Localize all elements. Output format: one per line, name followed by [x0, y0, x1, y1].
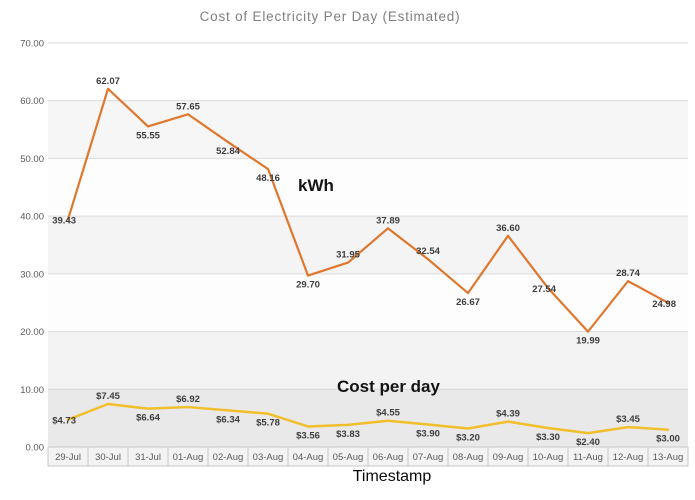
data-label-kwh: 48.16	[256, 173, 280, 184]
series-line-cost	[66, 402, 670, 435]
data-label-kwh: 52.84	[216, 146, 240, 157]
x-tick-label: 05-Aug	[333, 452, 364, 463]
x-tick-label: 02-Aug	[213, 452, 244, 463]
plot-band	[48, 100, 688, 159]
data-label-cost: $4.39	[496, 409, 520, 420]
series-label-cost: Cost per day	[337, 377, 440, 396]
data-label-cost: $3.20	[456, 433, 480, 444]
data-label-kwh: 39.43	[52, 215, 76, 226]
x-tick-label: 09-Aug	[493, 452, 524, 463]
x-tick-label: 01-Aug	[173, 452, 204, 463]
x-tick-label: 29-Jul	[55, 452, 81, 463]
y-tick-label: 30.00	[20, 269, 44, 280]
data-label-kwh: 57.65	[176, 101, 200, 112]
y-tick-label: 0.00	[26, 443, 45, 454]
chart-title: Cost of Electricity Per Day (Estimated)	[199, 9, 461, 24]
y-tick-label: 20.00	[20, 327, 44, 338]
data-label-kwh: 27.54	[532, 284, 556, 295]
data-label-cost: $3.30	[536, 432, 560, 443]
x-tick-label: 12-Aug	[613, 452, 644, 463]
data-label-cost: $4.73	[52, 416, 76, 427]
x-tick-label: 07-Aug	[413, 452, 444, 463]
plot-band	[48, 158, 688, 217]
data-label-kwh: 32.54	[416, 246, 440, 257]
data-label-cost: $3.56	[296, 430, 320, 441]
data-label-cost: $5.78	[256, 418, 280, 429]
x-tick-label: 04-Aug	[293, 452, 324, 463]
y-tick-label: 60.00	[20, 96, 44, 107]
data-label-kwh: 36.60	[496, 223, 520, 234]
data-label-cost: $2.40	[576, 437, 600, 448]
x-tick-label: 06-Aug	[373, 452, 404, 463]
x-tick-label: 30-Jul	[95, 452, 121, 463]
series-line-kwh	[66, 87, 670, 333]
data-label-cost: $3.45	[616, 414, 640, 425]
plot-band	[48, 389, 688, 447]
data-label-cost: $6.92	[176, 394, 200, 405]
data-label-cost: $3.83	[336, 429, 360, 440]
data-label-cost: $3.00	[656, 434, 680, 445]
data-label-cost: $7.45	[96, 391, 120, 402]
data-label-kwh: 62.07	[96, 76, 120, 87]
plot-band	[48, 43, 688, 101]
x-tick-label: 10-Aug	[533, 452, 564, 463]
data-label-kwh: 26.67	[456, 297, 480, 308]
data-label-cost: $6.34	[216, 414, 240, 425]
y-tick-label: 70.00	[20, 39, 44, 50]
x-tick-label: 11-Aug	[573, 452, 603, 463]
data-label-cost: $3.90	[416, 428, 440, 439]
data-label-kwh: 37.89	[376, 215, 400, 226]
x-tick-label: 08-Aug	[453, 452, 484, 463]
x-tick-label: 31-Jul	[135, 452, 161, 463]
series-label-kwh: kWh	[298, 176, 334, 195]
data-label-kwh: 24.98	[652, 299, 676, 310]
plot-band	[48, 331, 688, 390]
data-label-cost: $6.64	[136, 413, 160, 424]
data-label-cost: $4.55	[376, 408, 400, 419]
data-label-kwh: 19.99	[576, 336, 600, 347]
data-label-kwh: 28.74	[616, 268, 640, 279]
data-label-kwh: 29.70	[296, 280, 320, 291]
x-tick-label: 13-Aug	[653, 452, 684, 463]
plot-band	[48, 273, 688, 332]
data-label-kwh: 55.55	[136, 130, 160, 141]
y-tick-label: 40.00	[20, 212, 44, 223]
x-axis-title: Timestamp	[352, 468, 432, 485]
x-tick-label: 03-Aug	[253, 452, 284, 463]
y-tick-label: 10.00	[20, 385, 44, 396]
data-label-kwh: 31.95	[336, 250, 360, 261]
y-tick-label: 50.00	[20, 154, 44, 165]
